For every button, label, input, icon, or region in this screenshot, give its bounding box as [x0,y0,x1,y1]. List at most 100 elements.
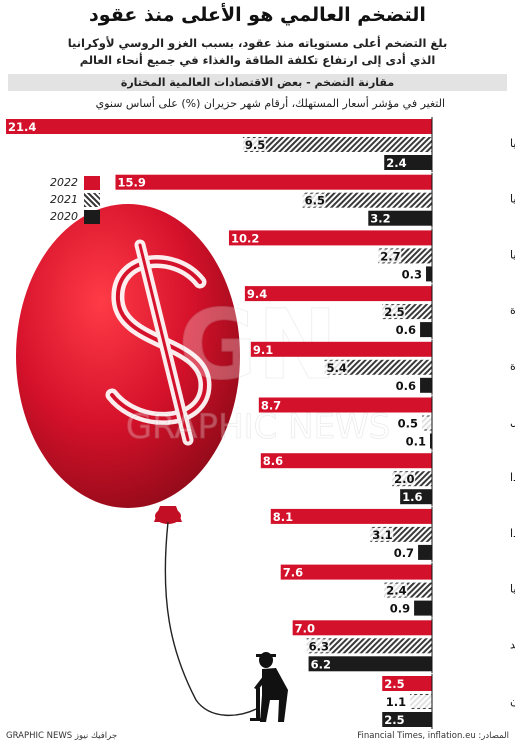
legend-label-2022: 2022 [50,176,78,189]
value-label-2021: 2.0 [394,472,414,486]
value-label-2020: 0.6 [396,323,416,337]
watermark-text: GRAPHIC NEWS [126,407,391,447]
value-label-bg [380,305,406,319]
bar-group: أوكرانيا 21.4 9.5 2.4 [6,117,515,172]
bar-2020 [400,489,432,505]
legend-swatch-2022 [84,176,100,190]
bar-group: المملكة المتحدة 9.4 2.5 0.6 [244,284,515,340]
value-label-2020: 0.3 [402,267,422,281]
value-label-2021: 9.5 [245,138,265,152]
legend-item-2021: 2021 [40,193,100,207]
category-label: الهند [510,638,515,651]
value-label-bg [304,639,330,653]
bar-2020 [426,266,432,282]
value-label-2020: 2.5 [384,713,404,727]
balloon-tip [155,508,181,524]
value-label-2022: 10.2 [231,231,259,245]
category-label: الصين [510,694,515,707]
value-label-2022: 8.7 [261,399,281,413]
value-label-bg [408,695,434,708]
category-label: روسيا [510,193,515,206]
category-label: المملكة المتحدة [510,304,515,317]
value-label-2022: 21.4 [8,120,36,134]
value-label-2020: 2.4 [386,156,406,170]
value-label-2022: 7.0 [295,621,315,635]
bar-group: كندا 8.1 3.10.7 [270,506,515,562]
section-band: مقارنة التضخم - بعض الاقتصادات العالمية … [8,74,507,91]
bar-group: إسبانيا 10.2 2.70.3 [228,228,515,284]
value-label-2022: 9.4 [247,287,267,301]
bar-group: الولايات المتحدة 9.1 5.4 0.6 [250,339,515,395]
value-label-bg [240,138,266,151]
bar-2020 [382,712,432,727]
value-label-2020: 3.2 [370,212,390,226]
footer-source: المصادر: Financial Times, inflation.eu [357,731,509,741]
value-label-2021: 1.1 [386,695,406,709]
band-label: مقارنة التضخم - بعض الاقتصادات العالمية … [120,76,395,89]
legend-label-2021: 2021 [50,193,78,206]
value-label-2020: 0.9 [390,602,410,616]
category-label: البرتغال [510,416,515,429]
value-label-bg [390,472,416,486]
bar-group: روسيا 15.9 6.5 3.2 [115,172,515,228]
bar-2020 [420,377,432,393]
value-label-2021: 2.4 [386,584,406,598]
value-label-bg [376,249,402,263]
category-label: كندا [510,527,515,540]
legend-label-2020: 2020 [50,210,78,223]
value-label-2021: 2.5 [384,305,404,319]
bar-2022 [244,286,432,302]
bar-2022 [292,620,432,636]
legend-swatch-2021 [84,193,100,207]
category-label: الولايات المتحدة [510,360,515,373]
bar-2022 [258,397,432,413]
subtitle-line2: الذي أدى إلى ارتفاع تكلفة الطاقة والغذاء… [79,53,436,67]
value-label-2022: 2.5 [384,677,404,691]
bar-2022 [6,119,432,134]
bar-2020 [430,433,432,449]
category-label: هولندا [510,471,515,484]
bar-2022 [280,564,432,580]
category-label: ألمانيا [510,582,515,596]
value-label-2022: 15.9 [117,176,145,190]
bar-2021 [302,192,432,208]
value-label-2021: 6.5 [305,194,325,208]
bar-2021 [306,638,432,654]
bar-group: البرتغال 8.7 0.5 0.1 [258,395,515,451]
bar-group: ألمانيا 7.6 2.4 0.9 [280,562,515,618]
value-label-2021: 3.1 [372,528,392,542]
page-title: التضخم العالمي هو الأعلى منذ عقود [89,4,426,26]
value-label-2021: 2.7 [380,249,400,263]
value-label-bg [382,583,408,597]
dollar-sign-icon [105,239,212,446]
bar-2022 [382,676,432,691]
value-label-bg [300,193,326,207]
man-with-pump-icon [250,652,288,722]
subtitle-line1: بلغ التضخم أعلى مستوياته منذ عقود، بسبب … [67,36,448,50]
legend-item-2022: 2022 [40,176,100,190]
value-label-bg [322,360,348,374]
bar-2022 [260,453,432,469]
chart-title: التغير في مؤشر أسعار المستهلك، أرقام شهر… [95,97,445,110]
bar-2020 [414,600,432,616]
bar-2020 [368,210,432,226]
bar-2020 [420,322,432,338]
balloon-string [164,521,259,717]
value-label-2021: 5.4 [327,361,347,375]
bar-2020 [418,544,432,560]
bar-group: هولندا 8.6 2.0 1.6 [260,451,515,507]
bar-group: الهند 7.0 6.3 6.2 [292,618,515,674]
value-label-2022: 7.6 [283,566,303,580]
category-label: أوكرانيا [510,136,515,150]
bar-group: الصين 2.5 1.1 2.5 [382,674,515,729]
bar-2022 [228,230,432,246]
value-label-2020: 1.6 [402,490,422,504]
bar-2022 [115,174,432,190]
bar-2020 [308,656,432,672]
legend-item-2020: 2020 [40,210,100,224]
bar-2022 [270,508,432,524]
balloon-illustration [16,204,288,722]
value-label-2020: 0.6 [396,379,416,393]
